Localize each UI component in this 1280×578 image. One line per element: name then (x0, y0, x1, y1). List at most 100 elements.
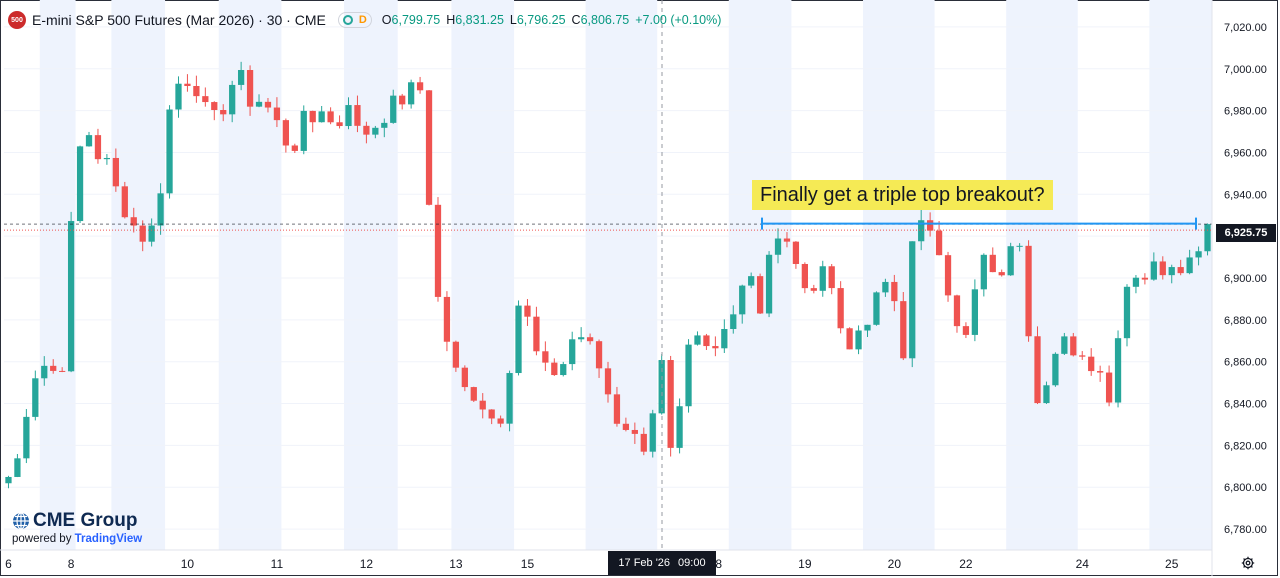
time-tick-label: 13 (449, 557, 463, 571)
candle-body (1079, 355, 1086, 357)
candle-body (524, 305, 531, 317)
candle-body (783, 238, 791, 242)
candle-body (381, 122, 388, 128)
candle-body (1195, 251, 1202, 258)
time-tick-label: 12 (360, 557, 374, 571)
candle-body (1007, 246, 1014, 276)
candle-body (273, 107, 281, 121)
overlays (4, 0, 1212, 550)
candle-body (774, 238, 782, 255)
candle-body (586, 337, 594, 342)
candle-body (59, 370, 66, 372)
candle-body (300, 110, 307, 151)
candle-body (1088, 356, 1095, 372)
candle-body (909, 241, 916, 359)
candle-body (953, 295, 961, 327)
candle-body (255, 101, 263, 107)
data-delay-badge[interactable]: D (358, 14, 367, 26)
candle-body (989, 254, 996, 273)
annotation-callout[interactable]: Finally get a triple top breakout? (752, 180, 1053, 210)
candle-body (282, 120, 289, 146)
candle-body (291, 145, 298, 151)
candle-body (220, 109, 227, 115)
price-tick-label: 6,800.00 (1224, 482, 1267, 494)
time-tick-label: 8 (68, 557, 75, 571)
candle-body (85, 135, 93, 147)
candle-body (1141, 277, 1149, 280)
price-tick-label: 7,000.00 (1224, 64, 1267, 76)
candle-body (613, 394, 621, 424)
candle-body (336, 122, 343, 127)
symbol-logo-icon[interactable]: 500 (8, 11, 26, 29)
candle-body (1061, 336, 1068, 354)
candle-body (246, 70, 254, 107)
candle-body (595, 341, 603, 369)
candle-body (918, 220, 925, 242)
session-band (344, 0, 398, 550)
powered-by: powered by TradingView (12, 533, 143, 545)
crosshair-date: 17 Feb '26 (618, 557, 671, 569)
session-band (585, 0, 658, 550)
candle-body (488, 409, 495, 419)
price-tick-label: 6,860.00 (1224, 357, 1267, 369)
candle-body (685, 344, 692, 407)
candle-body (631, 429, 638, 434)
candle-body (1132, 277, 1140, 287)
candle-body (604, 368, 612, 395)
candle-body (184, 83, 191, 87)
time-tick-label: 10 (181, 557, 195, 571)
candle-body (730, 314, 737, 330)
candle-body (891, 281, 898, 302)
symbol-title[interactable]: E-mini S&P 500 Futures (Mar 2026) · 30 ·… (32, 12, 326, 28)
candle-body (1159, 261, 1166, 276)
cme-group-logo[interactable]: CME Group powered by TradingView (12, 510, 142, 545)
candle-body (470, 387, 477, 401)
candle-body (873, 292, 880, 325)
candle-body (229, 84, 236, 115)
time-tick-label: 20 (888, 557, 902, 571)
session-band (1006, 0, 1078, 550)
candle-body (76, 146, 84, 222)
market-status-icon[interactable] (342, 15, 353, 25)
candle-body (980, 254, 987, 290)
candle-body (828, 266, 835, 289)
candle-body (801, 263, 808, 289)
candle-body (855, 330, 862, 350)
candle-body (202, 96, 209, 103)
candle-body (416, 82, 424, 91)
candle-body (237, 70, 245, 85)
candle-body (130, 217, 137, 226)
candle-body (944, 255, 952, 296)
candle-body (14, 458, 21, 477)
candle-body (533, 316, 540, 352)
current-price-tag: 6,925.75 (1216, 224, 1276, 242)
candle-body (569, 339, 576, 365)
status-indicators[interactable]: D (337, 12, 372, 28)
time-tick-label: 25 (1165, 557, 1179, 571)
candle-body (139, 225, 146, 242)
candle-body (819, 266, 826, 291)
candle-body (1025, 245, 1032, 337)
candle-body (166, 109, 173, 194)
price-tick-label: 7,020.00 (1224, 22, 1267, 34)
candle-body (175, 83, 182, 110)
candle-body (363, 125, 370, 135)
logo-text: CME Group (33, 510, 138, 531)
session-bands (39, 0, 1212, 550)
candle-body (41, 365, 48, 379)
chart-header: 500 E-mini S&P 500 Futures (Mar 2026) · … (8, 10, 721, 30)
price-tick-label: 6,840.00 (1224, 399, 1267, 411)
candle-body (372, 127, 379, 135)
candle-body (452, 341, 460, 368)
candle-body (712, 346, 719, 349)
candle-body (962, 326, 970, 335)
candle-body (408, 82, 415, 105)
settings-gear-icon[interactable] (1241, 556, 1255, 570)
candle-body (1034, 336, 1041, 404)
session-band (111, 0, 166, 550)
candle-body (837, 288, 844, 329)
candle-body (935, 230, 943, 256)
candle-body (1123, 286, 1131, 339)
close-value: C6,806.75 (571, 13, 630, 27)
